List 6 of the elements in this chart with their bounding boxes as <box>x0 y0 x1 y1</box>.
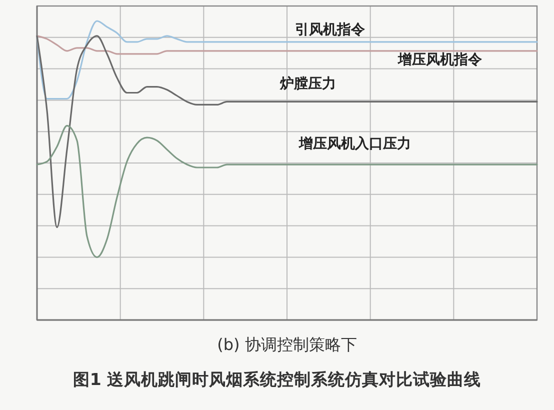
series-label: 增压风机入口压力 <box>298 136 411 152</box>
series-label: 引风机指令 <box>295 22 366 38</box>
series-label: 增压风机指令 <box>397 52 483 68</box>
text: (b) 协调控制策略下 <box>217 335 357 354</box>
text: 图1 送风机跳闸时风烟系统控制系统仿真对比试验曲线 <box>72 370 482 389</box>
series-label: 炉膛压力 <box>279 75 336 92</box>
